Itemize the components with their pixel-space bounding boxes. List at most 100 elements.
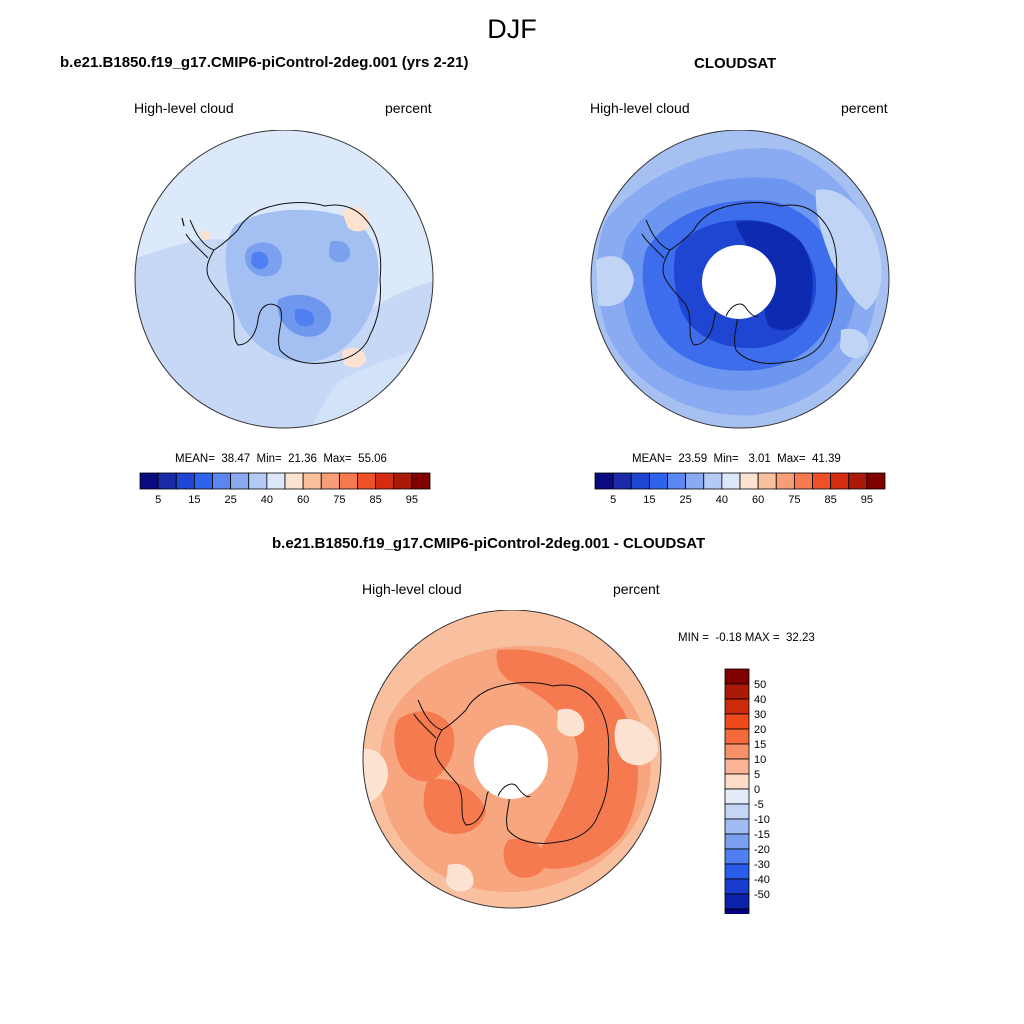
panel-2-title: CLOUDSAT: [694, 55, 777, 72]
panel-2-colorbar-box: [648, 472, 668, 490]
map-fill-warm-region: [342, 347, 366, 368]
map-fill-inner-region: [503, 838, 547, 878]
panel-1-colorbar-tick-label: 60: [297, 494, 309, 506]
panel-1-colorbar-tick-label: 40: [261, 494, 273, 506]
panel-3-colorbar-box: [724, 743, 750, 760]
panel-1-colorbar-box: [157, 472, 177, 490]
panel-1-colorbar-box: [357, 472, 377, 490]
panel-3-colorbar-box: [724, 818, 750, 835]
panel-3-colorbar-tick-label: 20: [754, 724, 766, 736]
panel-3-polar-map: [362, 610, 662, 909]
panel-2-colorbar-box: [630, 472, 650, 490]
panel-3-colorbar-tick-label: 50: [754, 679, 766, 691]
panel-2-variable: High-level cloud: [590, 100, 690, 116]
panel-3-colorbar-tick-label: 15: [754, 739, 766, 751]
panel-2-stats: MEAN= 23.59 Min= 3.01 Max= 41.39: [632, 453, 841, 465]
panel-1-colorbar-box: [248, 472, 268, 490]
panel-2-colorbar-box: [848, 472, 868, 490]
panel-2-colorbar-tick-label: 15: [643, 494, 655, 506]
panel-2-colorbar-tick-label: 5: [610, 494, 616, 506]
panel-2-colorbar-tick-label: 25: [680, 494, 692, 506]
panel-2-colorbar-tick-label: 60: [752, 494, 764, 506]
panel-1-colorbar-tick-label: 75: [333, 494, 345, 506]
panel-1-colorbar-box: [411, 472, 431, 490]
map-fill-light-region: [614, 719, 658, 766]
panel-3-colorbar-box: [724, 863, 750, 880]
panel-3-colorbar-box: [724, 893, 750, 910]
antarctica-coastline: [206, 202, 382, 364]
panel-2-colorbar-tick-label: 40: [716, 494, 728, 506]
panel-2-colorbar: 5 15 25 40 60 75 85 95: [594, 472, 886, 506]
panel-2-colorbar-box: [830, 472, 850, 490]
panel-3-colorbar-box: [724, 803, 750, 820]
panel-2-colorbar-tick-label: 85: [825, 494, 837, 506]
map-boundary: [134, 130, 434, 429]
panel-3-stats: MIN = -0.18 MAX = 32.23: [678, 632, 815, 644]
panel-3-colorbar-tick-label: -30: [754, 859, 770, 871]
panel-1-polar-map: [134, 130, 434, 429]
panel-1-colorbar-tick-label: 5: [155, 494, 161, 506]
panel-3-colorbar-tick-label: 10: [754, 754, 766, 766]
panel-2-colorbar-box: [685, 472, 705, 490]
panel-2-colorbar-box: [703, 472, 723, 490]
panel-1-colorbar-box: [302, 472, 322, 490]
panel-1-colorbar-box: [193, 472, 213, 490]
map-fill-warm-region: [200, 230, 211, 241]
panel-2-colorbar-box: [757, 472, 777, 490]
panel-3-colorbar-box: [724, 698, 750, 715]
island-outline: [181, 217, 185, 227]
pole-coastline: [497, 783, 531, 798]
panel-3-colorbar-tick-label: -5: [754, 799, 764, 811]
panel-3-colorbar-tick-label: 40: [754, 694, 766, 706]
panel-1-colorbar-box: [139, 472, 159, 490]
panel-3-colorbar-box: [724, 878, 750, 895]
panel-3-title: b.e21.B1850.f19_g17.CMIP6-piControl-2deg…: [272, 535, 706, 552]
panel-3-colorbar-box: [724, 848, 750, 865]
map-fill-light-region: [557, 708, 585, 737]
panel-3-colorbar-box: [724, 773, 750, 790]
panel-2-colorbar-box: [812, 472, 832, 490]
panel-2-polar-map: [590, 130, 890, 429]
panel-3-colorbar-box: [724, 683, 750, 700]
panel-3-colorbar-tick-label: -40: [754, 874, 770, 886]
panel-1-colorbar-box: [212, 472, 232, 490]
panel-1-colorbar-tick-label: 25: [225, 494, 237, 506]
map-fill-darkest-region: [295, 308, 315, 327]
pole-coastline: [725, 303, 759, 318]
panel-3-colorbar-box: [724, 713, 750, 730]
map-fill-light-region: [596, 256, 634, 307]
map-fill-light-region: [840, 328, 869, 359]
polar-data-gap: [702, 245, 776, 319]
panel-3-colorbar-tick-label: -20: [754, 844, 770, 856]
panel-1-stats: MEAN= 38.47 Min= 21.36 Max= 55.06: [175, 453, 387, 465]
panel-3-colorbar-box: [724, 908, 750, 914]
panel-1-colorbar-tick-label: 85: [370, 494, 382, 506]
panel-3-variable: High-level cloud: [362, 581, 462, 597]
panel-1-colorbar-box: [284, 472, 304, 490]
panel-1-colorbar-tick-label: 15: [188, 494, 200, 506]
panel-1-title: b.e21.B1850.f19_g17.CMIP6-piControl-2deg…: [60, 54, 469, 71]
panel-2-colorbar-box: [667, 472, 687, 490]
panel-1-colorbar-box: [320, 472, 340, 490]
panel-3-colorbar-tick-label: -15: [754, 829, 770, 841]
antarctic-peninsula: [185, 233, 209, 259]
map-fill-inner-region: [496, 649, 638, 869]
antarctic-peninsula: [417, 699, 443, 731]
map-boundary: [362, 610, 662, 909]
panel-1-colorbar-box: [175, 472, 195, 490]
panel-3-colorbar-tick-label: 0: [754, 784, 760, 796]
panel-3-colorbar-box: [724, 668, 750, 685]
panel-3-colorbar-box: [724, 728, 750, 745]
map-fill-light-region: [446, 863, 474, 892]
antarctic-peninsula: [189, 219, 215, 251]
panel-3-colorbar-box: [724, 788, 750, 805]
panel-2-colorbar-box: [612, 472, 632, 490]
antarctic-peninsula: [645, 219, 671, 251]
panel-3-colorbar-tick-label: -50: [754, 889, 770, 901]
panel-3-colorbar-box: [724, 758, 750, 775]
panel-1-colorbar: 5 15 25 40 60 75 85 95: [139, 472, 431, 506]
map-fill-light-region: [815, 189, 882, 310]
panel-3-colorbar-tick-label: 5: [754, 769, 760, 781]
map-fill-inner-region: [423, 779, 486, 834]
panel-2-units: percent: [841, 100, 888, 116]
